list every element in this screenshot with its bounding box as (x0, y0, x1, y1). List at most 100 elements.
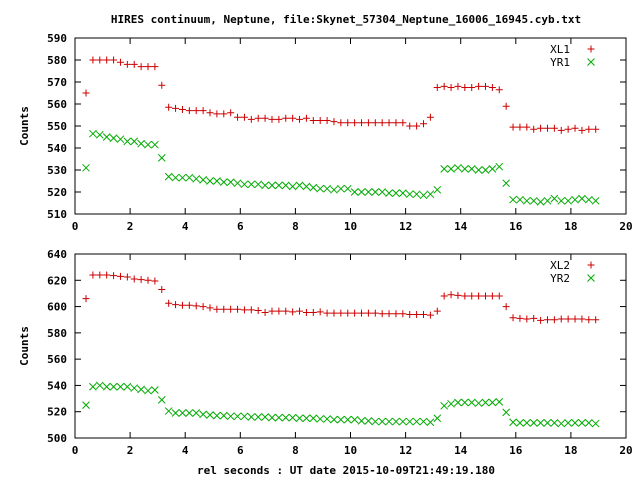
data-point (578, 419, 586, 427)
data-point (95, 381, 104, 390)
y-tick-label: 580 (47, 327, 67, 340)
y-tick-label: 510 (47, 208, 67, 221)
data-point (468, 292, 476, 300)
data-point (591, 196, 600, 205)
data-point (233, 179, 242, 188)
data-point (543, 316, 551, 324)
data-point (178, 409, 187, 417)
data-point (392, 417, 400, 426)
data-point (137, 63, 145, 71)
data-point (247, 306, 255, 314)
series-XL2 (82, 271, 600, 324)
data-point (130, 384, 139, 392)
data-point (254, 413, 263, 421)
data-point (219, 411, 228, 420)
data-point (398, 189, 407, 197)
data-point (157, 396, 166, 404)
data-point (234, 305, 242, 313)
data-point (378, 310, 386, 318)
data-point (261, 308, 269, 316)
data-point (536, 198, 545, 206)
legend-label: XL2 (550, 259, 570, 272)
data-point (454, 398, 462, 407)
data-point (537, 124, 545, 132)
data-point (461, 84, 469, 91)
data-point (502, 408, 511, 417)
data-point (406, 310, 414, 318)
y-tick-label: 550 (47, 120, 67, 133)
data-point (240, 412, 249, 421)
data-point (309, 414, 318, 423)
data-point (316, 415, 325, 423)
data-point (275, 307, 283, 315)
data-point (440, 165, 449, 173)
data-point (240, 113, 248, 121)
data-point (206, 304, 214, 312)
y-tick-label: 640 (47, 248, 67, 261)
data-point (488, 165, 497, 173)
data-point (268, 413, 276, 422)
plot-frame (74, 37, 627, 215)
data-point (130, 275, 138, 283)
data-point (378, 417, 387, 426)
data-point (502, 102, 510, 110)
data-point (337, 184, 345, 193)
data-point (96, 271, 104, 279)
data-point (261, 181, 269, 190)
data-point (330, 415, 338, 424)
data-point (227, 305, 235, 313)
data-point (488, 398, 497, 407)
data-point (351, 309, 359, 317)
data-point (109, 382, 118, 391)
data-point (158, 81, 166, 89)
data-point (178, 173, 187, 182)
data-point (309, 117, 317, 124)
data-point (385, 119, 393, 127)
data-point (467, 165, 476, 173)
y-tick-label: 520 (47, 406, 67, 419)
data-point (82, 401, 90, 409)
data-point (399, 119, 407, 127)
data-point (343, 184, 352, 193)
data-point (185, 173, 194, 182)
data-point (351, 119, 359, 127)
data-point (316, 117, 324, 124)
data-point (364, 188, 373, 196)
data-point (144, 63, 152, 71)
data-point (412, 190, 421, 199)
data-point (123, 137, 132, 146)
data-point (110, 272, 118, 280)
data-point (261, 114, 269, 122)
data-point (344, 309, 352, 317)
x-tick-label: 6 (237, 444, 244, 457)
data-point (433, 185, 442, 194)
x-axis-label: rel seconds : UT date 2015-10-09T21:49:1… (197, 464, 495, 477)
data-point (571, 124, 579, 132)
data-point (206, 177, 214, 185)
data-point (199, 410, 207, 419)
y-tick-label: 560 (47, 98, 67, 111)
y-tick-label: 580 (47, 54, 67, 67)
data-point (89, 271, 97, 279)
data-point (144, 140, 152, 149)
data-point (288, 413, 297, 422)
data-point (89, 382, 97, 391)
data-point (151, 63, 159, 71)
data-point (206, 109, 214, 117)
data-point (268, 307, 276, 315)
data-point (557, 126, 565, 134)
chart-title: HIRES continuum, Neptune, file:Skynet_57… (111, 13, 581, 26)
data-point (564, 419, 572, 427)
legend-marker (587, 45, 595, 53)
plot-frame (74, 253, 627, 439)
data-point (289, 308, 297, 316)
data-point (584, 419, 593, 427)
data-point (172, 104, 180, 112)
data-point (440, 82, 448, 90)
data-point (165, 299, 173, 307)
data-point (323, 415, 331, 423)
series-YR2 (82, 381, 600, 428)
data-point (509, 418, 517, 427)
data-point (343, 415, 352, 424)
